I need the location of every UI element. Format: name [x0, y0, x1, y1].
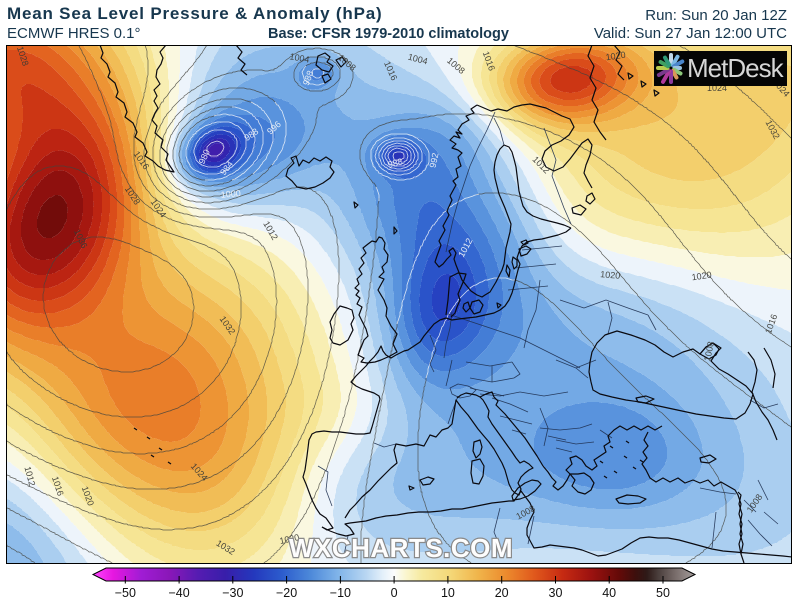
- svg-text:0: 0: [391, 586, 398, 600]
- svg-text:1024: 1024: [707, 83, 727, 93]
- svg-text:1020: 1020: [605, 50, 626, 63]
- svg-text:50: 50: [656, 586, 670, 600]
- svg-text:−30: −30: [222, 586, 243, 600]
- svg-text:1008: 1008: [702, 341, 716, 363]
- svg-text:1020: 1020: [691, 270, 712, 283]
- svg-text:1020: 1020: [600, 269, 621, 281]
- svg-text:MetDesk: MetDesk: [687, 53, 785, 83]
- svg-text:988: 988: [301, 69, 316, 87]
- svg-text:988: 988: [387, 156, 404, 170]
- svg-text:−10: −10: [330, 586, 351, 600]
- svg-text:40: 40: [602, 586, 616, 600]
- svg-text:20: 20: [495, 586, 509, 600]
- svg-text:−40: −40: [168, 586, 189, 600]
- svg-text:10: 10: [441, 586, 455, 600]
- svg-text:1000: 1000: [220, 188, 241, 200]
- svg-text:1004: 1004: [289, 51, 310, 64]
- svg-text:WXCHARTS.COM: WXCHARTS.COM: [289, 533, 513, 563]
- svg-text:−20: −20: [276, 586, 297, 600]
- svg-text:1020: 1020: [279, 532, 301, 546]
- svg-text:−50: −50: [115, 586, 136, 600]
- svg-text:30: 30: [549, 586, 563, 600]
- svg-text:992: 992: [428, 152, 441, 169]
